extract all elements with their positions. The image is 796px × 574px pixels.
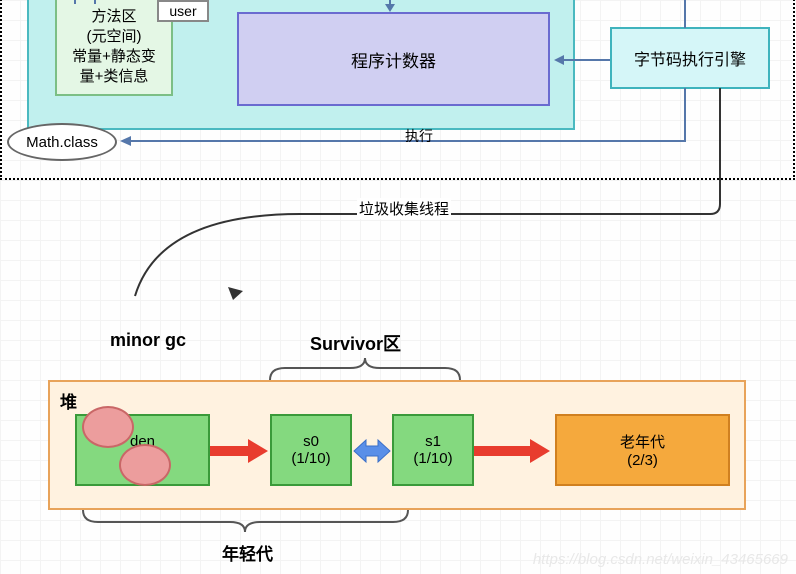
method-area-line1: 方法区 bbox=[91, 7, 136, 27]
s0-box: s0 (1/10) bbox=[270, 414, 352, 486]
s1-label-bot: (1/10) bbox=[413, 450, 452, 467]
gc-thread-curve bbox=[100, 86, 740, 306]
arrow-s0-s1 bbox=[352, 437, 392, 465]
bytecode-engine-box: 字节码执行引擎 bbox=[610, 27, 770, 89]
s1-box: s1 (1/10) bbox=[392, 414, 474, 486]
eden-blob-1 bbox=[82, 406, 134, 448]
old-label-bot: (2/3) bbox=[627, 452, 658, 469]
eden-box: den (8 bbox=[75, 414, 210, 486]
arrow-s1-old bbox=[474, 438, 552, 464]
connector-engine-up bbox=[680, 0, 690, 30]
arrow-engine-to-pc bbox=[550, 50, 612, 70]
young-gen-label: 年轻代 bbox=[222, 540, 273, 565]
s0-label-bot: (1/10) bbox=[291, 450, 330, 467]
method-area-line3: 常量+静态变 bbox=[72, 47, 156, 67]
method-area-line4: 量+类信息 bbox=[80, 67, 149, 87]
user-box: user bbox=[157, 0, 209, 22]
method-area-box: 方法区 (元空间) 常量+静态变 量+类信息 bbox=[55, 0, 173, 96]
survivor-label: Survivor区 bbox=[310, 330, 401, 356]
eden-blob-2 bbox=[119, 444, 171, 486]
heap-title: 堆 bbox=[60, 388, 77, 413]
method-area-connectors bbox=[60, 0, 130, 6]
s1-label-top: s1 bbox=[425, 433, 441, 450]
program-counter-label: 程序计数器 bbox=[351, 47, 436, 72]
survivor-brace bbox=[265, 355, 465, 383]
gc-thread-label: 垃圾收集线程 bbox=[357, 198, 451, 219]
bytecode-engine-label: 字节码执行引擎 bbox=[634, 46, 746, 70]
old-label-top: 老年代 bbox=[620, 431, 665, 452]
method-area-line2: (元空间) bbox=[87, 27, 142, 47]
user-label: user bbox=[169, 3, 196, 19]
math-class-label: Math.class bbox=[26, 134, 98, 151]
arrow-eden-s0 bbox=[210, 438, 270, 464]
minor-gc-label: minor gc bbox=[110, 330, 186, 351]
young-gen-brace bbox=[78, 507, 413, 535]
s0-label-top: s0 bbox=[303, 433, 319, 450]
watermark: https://blog.csdn.net/weixin_43465669 bbox=[533, 551, 788, 568]
old-gen-box: 老年代 (2/3) bbox=[555, 414, 730, 486]
